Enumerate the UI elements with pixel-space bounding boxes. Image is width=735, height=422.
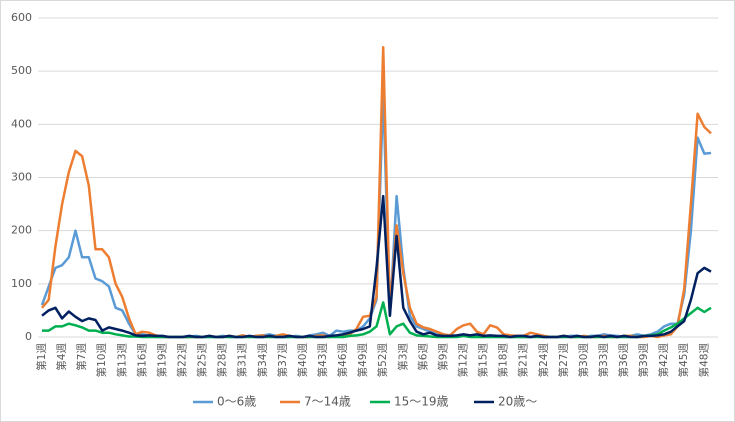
x-tick-label: 第21週 bbox=[517, 343, 530, 378]
x-tick-label: 第45週 bbox=[677, 343, 690, 378]
series-line bbox=[41, 194, 712, 339]
x-tick-label: 第13週 bbox=[115, 343, 128, 378]
x-tick-label: 第19週 bbox=[155, 343, 168, 378]
x-tick-label: 第15週 bbox=[477, 343, 490, 378]
x-tick-label: 第39週 bbox=[637, 343, 650, 378]
x-tick-label: 第18週 bbox=[497, 343, 510, 378]
x-tick-label: 第46週 bbox=[336, 343, 349, 378]
x-tick-label: 第37週 bbox=[276, 343, 289, 378]
x-tick-label: 第42週 bbox=[657, 343, 670, 378]
x-tick-label: 第9週 bbox=[436, 343, 449, 371]
x-tick-label: 第43週 bbox=[316, 343, 329, 378]
x-tick-label: 第6週 bbox=[416, 343, 429, 371]
legend-label: 7～14歳 bbox=[304, 395, 351, 409]
x-tick-label: 第24週 bbox=[537, 343, 550, 378]
x-tick-label: 第52週 bbox=[376, 343, 389, 378]
x-tick-label: 第1週 bbox=[35, 343, 48, 371]
x-tick-label: 第36週 bbox=[617, 343, 630, 378]
x-tick-label: 第30週 bbox=[577, 343, 590, 378]
x-tick-label: 第7週 bbox=[75, 343, 88, 371]
x-tick-label: 第34週 bbox=[256, 343, 269, 378]
x-tick-label: 第16週 bbox=[135, 343, 148, 378]
x-tick-label: 第28週 bbox=[216, 343, 229, 378]
legend-label: 0～6歳 bbox=[217, 395, 256, 409]
y-tick-label: 200 bbox=[11, 224, 32, 237]
x-tick-label: 第3週 bbox=[396, 343, 409, 371]
x-tick-label: 第22週 bbox=[175, 343, 188, 378]
y-tick-label: 100 bbox=[11, 277, 32, 290]
x-tick-label: 第27週 bbox=[557, 343, 570, 378]
x-tick-label: 第12週 bbox=[456, 343, 469, 378]
x-tick-label: 第4週 bbox=[55, 343, 68, 371]
x-tick-label: 第25週 bbox=[196, 343, 209, 378]
y-tick-label: 600 bbox=[11, 11, 32, 24]
x-tick-label: 第10週 bbox=[95, 343, 108, 378]
x-tick-label: 第31週 bbox=[236, 343, 249, 378]
x-tick-label: 第48週 bbox=[697, 343, 710, 378]
y-tick-label: 0 bbox=[25, 330, 32, 343]
x-tick-label: 第33週 bbox=[597, 343, 610, 378]
x-tick-label: 第49週 bbox=[356, 343, 369, 378]
x-tick-label: 第40週 bbox=[296, 343, 309, 378]
legend-label: 20歳～ bbox=[498, 395, 537, 409]
y-tick-label: 500 bbox=[11, 64, 32, 77]
legend-label: 15～19歳 bbox=[394, 395, 449, 409]
y-tick-label: 300 bbox=[11, 171, 32, 184]
y-tick-label: 400 bbox=[11, 117, 32, 130]
